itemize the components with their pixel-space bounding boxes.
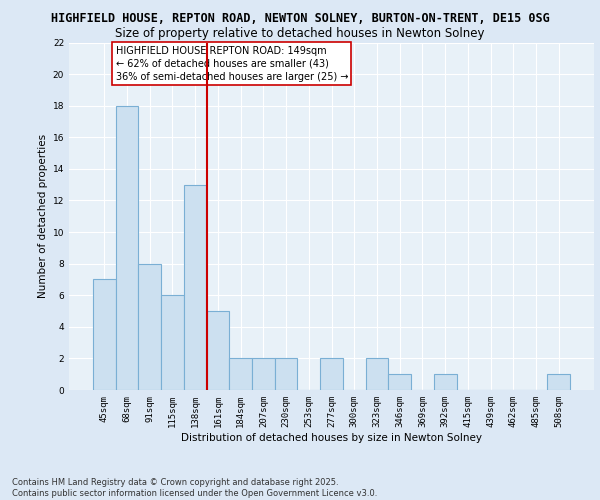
Bar [139,264,161,390]
X-axis label: Distribution of detached houses by size in Newton Solney: Distribution of detached houses by size … [181,432,482,442]
Y-axis label: Number of detached properties: Number of detached properties [38,134,49,298]
Text: HIGHFIELD HOUSE REPTON ROAD: 149sqm
← 62% of detached houses are smaller (43)
36: HIGHFIELD HOUSE REPTON ROAD: 149sqm ← 62… [116,46,348,82]
Text: HIGHFIELD HOUSE, REPTON ROAD, NEWTON SOLNEY, BURTON-ON-TRENT, DE15 0SG: HIGHFIELD HOUSE, REPTON ROAD, NEWTON SOL… [50,12,550,26]
Bar [116,106,139,390]
Bar [434,374,457,390]
Bar [547,374,570,390]
Bar [320,358,343,390]
Bar [93,280,116,390]
Bar [388,374,411,390]
Bar [206,311,229,390]
Bar [184,184,206,390]
Bar [275,358,298,390]
Bar [229,358,252,390]
Bar [252,358,275,390]
Text: Size of property relative to detached houses in Newton Solney: Size of property relative to detached ho… [115,28,485,40]
Text: Contains HM Land Registry data © Crown copyright and database right 2025.
Contai: Contains HM Land Registry data © Crown c… [12,478,377,498]
Bar [161,295,184,390]
Bar [365,358,388,390]
